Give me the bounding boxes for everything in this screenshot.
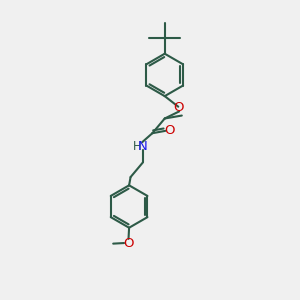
- Text: N: N: [138, 140, 148, 153]
- Text: H: H: [133, 140, 141, 153]
- Text: O: O: [164, 124, 175, 137]
- Text: O: O: [174, 101, 184, 114]
- Text: O: O: [123, 236, 134, 250]
